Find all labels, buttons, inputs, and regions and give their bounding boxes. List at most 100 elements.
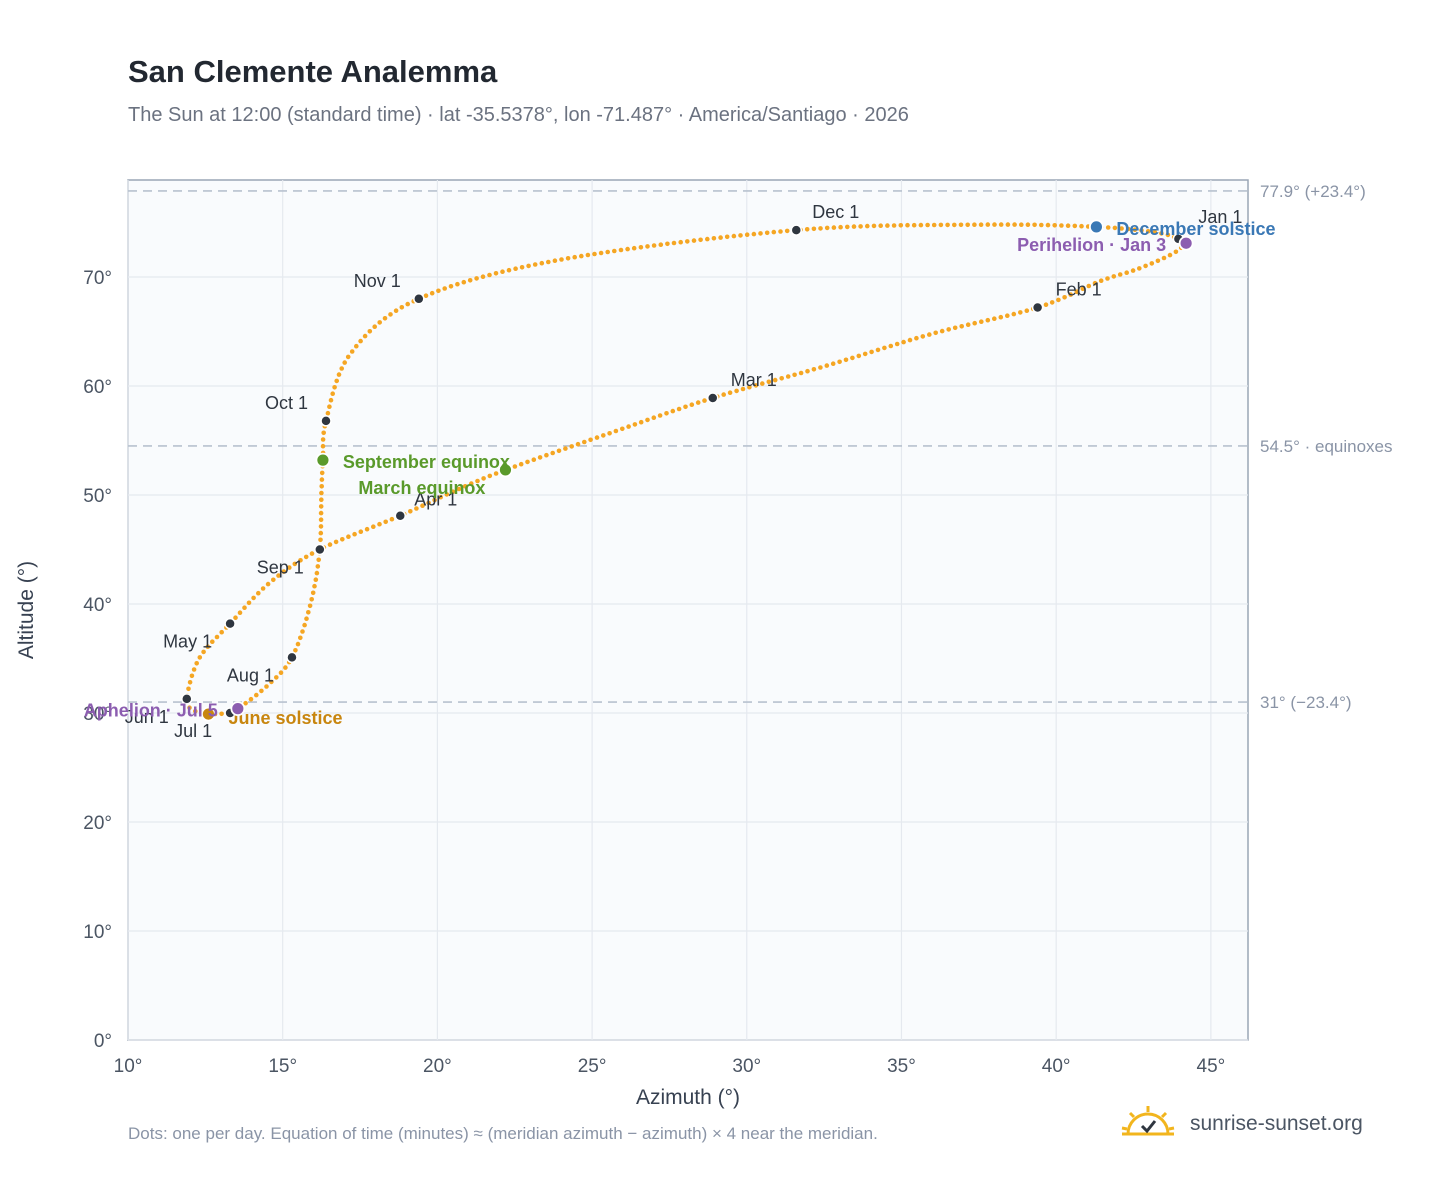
daily-sun-dot [582, 439, 587, 445]
daily-sun-dot [461, 279, 467, 285]
x-tick-label: 15° [268, 1056, 297, 1077]
daily-sun-dot [569, 444, 574, 449]
daily-sun-dot [618, 247, 624, 253]
daily-sun-dot [243, 700, 248, 706]
month-marker [394, 509, 407, 522]
daily-sun-dot [537, 455, 543, 460]
daily-sun-dot [292, 561, 298, 567]
daily-sun-dot [307, 603, 313, 609]
daily-sun-dot [1039, 222, 1044, 228]
daily-sun-dot [487, 272, 492, 278]
daily-sun-dot [1125, 226, 1131, 232]
daily-sun-dot [1012, 222, 1017, 227]
daily-sun-dot [958, 222, 964, 228]
daily-sun-dot [316, 557, 322, 563]
daily-sun-dot [651, 415, 657, 421]
event-label: September equinox [343, 452, 510, 472]
daily-sun-dot [283, 665, 288, 670]
daily-sun-dot [979, 319, 984, 325]
daily-sun-dot [1079, 223, 1084, 229]
daily-sun-dot [670, 408, 676, 414]
daily-sun-dot [327, 404, 332, 410]
daily-sun-dot [972, 320, 977, 326]
daily-sun-dot [318, 530, 324, 536]
y-tick-label: 20° [83, 813, 112, 834]
daily-sun-dot [372, 324, 378, 330]
daily-sun-dot [711, 236, 717, 241]
daily-sun-dot [219, 629, 224, 635]
daily-sun-dot [271, 577, 276, 583]
daily-sun-dot [1139, 228, 1144, 233]
month-marker [1031, 301, 1044, 314]
brand-logo[interactable]: sunrise-sunset.org [1120, 1100, 1420, 1150]
daily-sun-dot [665, 241, 670, 247]
daily-sun-dot [965, 222, 970, 228]
daily-sun-dot [760, 381, 765, 386]
daily-sun-dot [423, 293, 429, 299]
daily-sun-dot [546, 259, 551, 265]
daily-sun-dot [336, 372, 342, 377]
month-label: Jan 1 [1198, 207, 1242, 227]
event-marker [230, 701, 246, 717]
daily-sun-dot [408, 509, 413, 514]
daily-sun-dot [1124, 270, 1129, 276]
daily-sun-dot [420, 503, 425, 509]
daily-sun-dot [1167, 252, 1173, 258]
daily-sun-dot [287, 565, 292, 570]
daily-sun-dot [320, 437, 326, 442]
daily-sun-dot [695, 400, 701, 405]
daily-sun-dot [1111, 274, 1117, 279]
daily-sun-dot [664, 411, 669, 416]
daily-sun-dot [575, 441, 581, 447]
x-tick-label: 25° [578, 1056, 607, 1077]
daily-sun-dot [371, 524, 376, 529]
daily-sun-dot [493, 471, 499, 476]
daily-sun-dot [556, 448, 562, 454]
y-tick-label: 0° [94, 1031, 112, 1052]
daily-sun-dot [309, 551, 315, 556]
daily-sun-dot [1132, 227, 1138, 232]
daily-sun-dot [939, 328, 945, 334]
daily-sun-dot [327, 542, 333, 547]
daily-sun-dot [1052, 223, 1057, 228]
daily-sun-dot [671, 240, 677, 246]
daily-sun-dot [253, 692, 259, 698]
daily-sun-dot [349, 349, 355, 354]
event-marker [1178, 235, 1194, 251]
month-label: Nov 1 [354, 271, 401, 291]
daily-sun-dot [1019, 222, 1024, 227]
y-tick-label: 60° [83, 377, 112, 398]
daily-sun-dot [481, 476, 486, 481]
daily-sun-dot [194, 661, 199, 666]
daily-sun-dot [626, 424, 631, 429]
daily-sun-dot [328, 397, 334, 403]
daily-sun-dot [838, 224, 843, 230]
daily-sun-dot [845, 224, 850, 230]
daily-sun-dot [248, 696, 254, 702]
daily-sun-dot [856, 353, 862, 359]
daily-sun-dot [843, 357, 849, 363]
daily-sun-dot [189, 673, 195, 679]
daily-sun-dot [931, 222, 937, 228]
daily-sun-dot [818, 226, 823, 231]
daily-sun-dot [805, 368, 810, 374]
daily-sun-dot [429, 290, 435, 296]
month-label: Mar 1 [731, 370, 777, 390]
daily-sun-dot [325, 410, 331, 416]
event-label: June solstice [228, 708, 342, 728]
daily-sun-dot [830, 361, 836, 367]
daily-sun-dot [901, 339, 906, 345]
daily-sun-dot [300, 629, 305, 634]
daily-sun-dot [389, 516, 395, 522]
daily-sun-dot [1149, 261, 1155, 266]
daily-sun-dot [705, 236, 710, 242]
daily-sun-dot [526, 263, 531, 269]
reference-line-label: 77.9° (+23.4°) [1260, 182, 1366, 201]
reference-line-label: 54.5° · equinoxes [1260, 437, 1393, 456]
daily-sun-dot [242, 605, 247, 610]
y-tick-label: 50° [83, 486, 112, 507]
daily-sun-dot [824, 363, 830, 368]
daily-sun-dot [631, 245, 637, 251]
daily-sun-dot [1025, 222, 1031, 227]
daily-sun-dot [972, 222, 977, 227]
